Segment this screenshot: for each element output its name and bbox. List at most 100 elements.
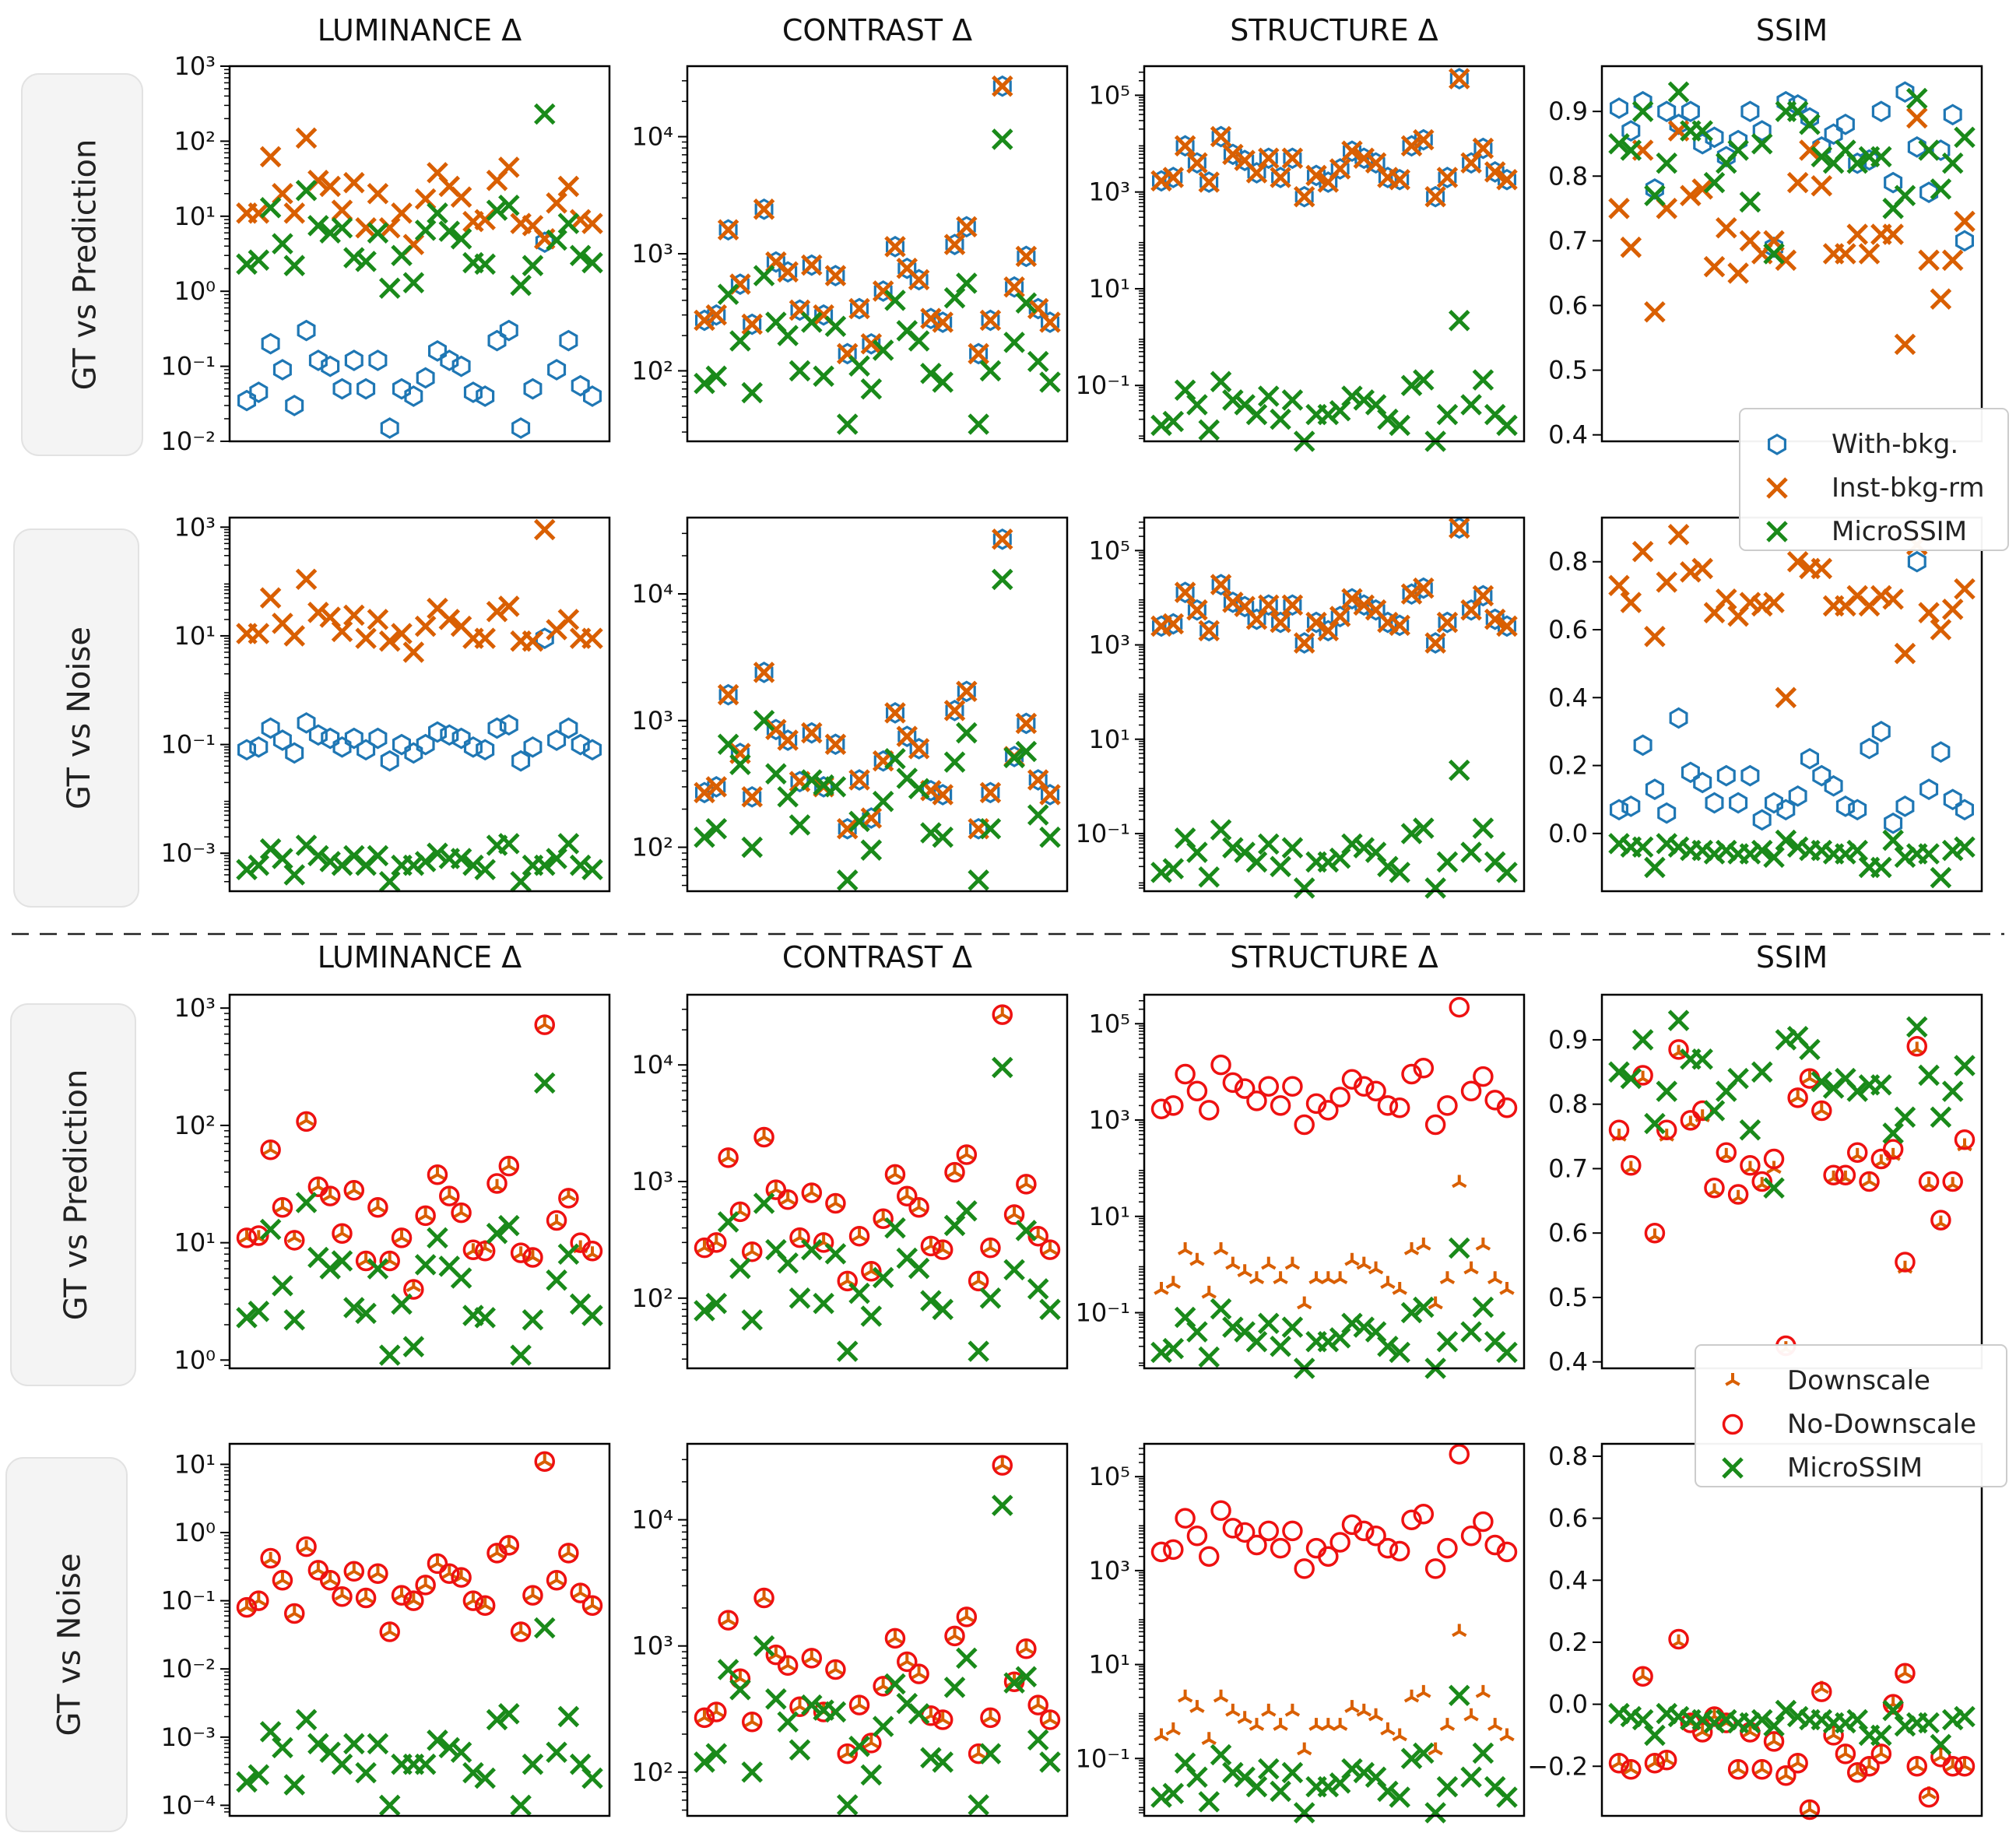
point-microssim [729,330,751,352]
col-title-bottom-1: CONTRAST Δ [782,940,972,974]
point-microssim [1918,1712,1940,1734]
point-microssim [932,371,954,393]
point-no_downscale [813,1232,834,1253]
point-downscale [1463,1261,1479,1275]
point-microssim [367,845,389,867]
point-with_bkg [1681,100,1700,123]
point-no_downscale [1763,1731,1785,1752]
point-microssim [848,355,870,377]
point-inst_bkg_rm [1389,169,1410,191]
point-downscale [417,1207,434,1221]
point-no_downscale [801,1648,823,1669]
point-inst_bkg_rm [533,518,556,541]
point-microssim [1015,292,1038,314]
point-no_downscale [236,1227,258,1248]
point-microssim [920,363,942,385]
point-downscale [1439,1718,1456,1731]
series-inst_bkg_rm [694,75,1061,365]
point-microssim [414,851,437,873]
point-no_downscale [379,1621,400,1642]
panel-frame [1143,1442,1526,1817]
point-no_downscale [992,1455,1013,1476]
point-no_downscale [1811,1100,1832,1122]
point-microssim [1882,1699,1904,1722]
point-downscale [1213,1242,1229,1255]
row-label-bottom-1: GT vs Noise [5,1457,128,1832]
point-no_downscale [1751,1759,1772,1780]
point-microssim [872,790,894,813]
tick-label: 0.4 [1548,420,1588,450]
point-with_bkg [1740,764,1760,787]
row-label-box [21,73,143,456]
point-with_bkg [718,683,738,706]
point-downscale [1849,1765,1865,1778]
point-downscale [1332,1718,1348,1731]
series-with_bkg [1610,550,1974,834]
point-downscale [697,1709,712,1723]
point-no_downscale [1341,1514,1363,1536]
point-with_bkg [476,385,495,407]
point-with_bkg [392,733,412,756]
point-inst_bkg_rm [1644,625,1666,648]
point-with_bkg [694,309,715,332]
point-downscale [1789,1090,1806,1104]
point-no_downscale [873,1208,894,1230]
point-no_downscale [706,1232,727,1253]
point-with_bkg [707,304,726,326]
point-microssim [968,869,989,891]
tick-label: 10¹ [1088,725,1130,754]
point-with_bkg [1931,741,1951,763]
point-downscale [1475,1238,1491,1251]
tick-label: 0.6 [1548,290,1588,320]
point-microssim [1870,1724,1892,1747]
point-downscale [1297,1742,1312,1756]
point-inst_bkg_rm [248,623,270,644]
point-with_bkg [730,273,750,295]
point-downscale [1463,1708,1479,1722]
point-inst_bkg_rm [1389,614,1410,637]
point-downscale [959,1146,975,1161]
point-inst_bkg_rm [1258,594,1280,616]
point-no_downscale [1234,1078,1256,1099]
point-downscale [1897,1665,1913,1679]
point-with_bkg [1164,613,1183,635]
point-no_downscale [741,1241,763,1262]
point-with_bkg [1610,799,1628,821]
point-microssim [367,222,389,244]
point-microssim [1835,843,1856,865]
legend-label-microssim: MicroSSIM [1787,1452,1923,1484]
point-microssim [1270,1780,1291,1803]
point-microssim [1258,1757,1280,1780]
point-no_downscale [1413,1057,1435,1079]
tick-label: 0.9 [1548,97,1588,126]
point-microssim [1389,862,1410,883]
point-inst_bkg_rm [1882,588,1904,610]
point-with_bkg [1871,100,1891,123]
point-no_downscale [1186,1080,1208,1102]
point-no_downscale [1656,1119,1677,1141]
point-no_downscale [1016,1638,1037,1659]
point-with_bkg [356,377,376,400]
point-inst_bkg_rm [1150,170,1172,192]
point-microssim [1400,1747,1423,1770]
point-microssim [498,194,520,216]
point-inst_bkg_rm [741,786,764,808]
point-no_downscale [1210,1054,1231,1076]
point-inst_bkg_rm [259,587,282,609]
point-microssim [1644,1724,1666,1747]
point-downscale [1018,1176,1034,1190]
point-microssim [236,859,258,880]
point-no_downscale [1906,1035,1928,1057]
point-microssim [753,1192,775,1214]
point-inst_bkg_rm [283,202,306,224]
point-no_downscale [248,1590,269,1611]
point-inst_bkg_rm [1222,143,1244,166]
point-microssim [402,272,425,293]
point-microssim [427,842,448,864]
point-no_downscale [498,1155,520,1177]
point-downscale [1154,1282,1169,1295]
point-microssim [1763,846,1785,869]
point-with_bkg [1657,100,1677,123]
point-downscale [1249,1718,1265,1731]
point-no_downscale [1882,1139,1904,1160]
